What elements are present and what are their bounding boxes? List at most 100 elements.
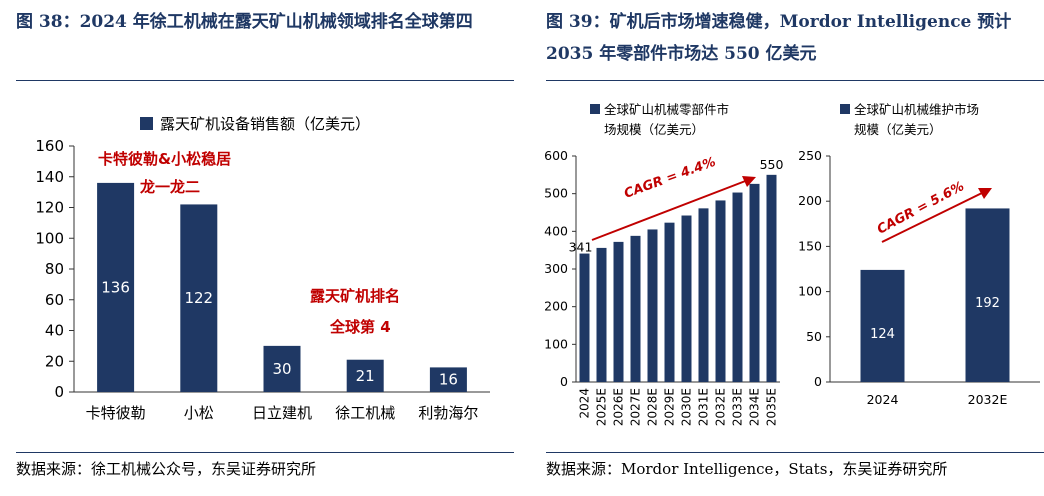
x-tick-label: 2027E — [629, 388, 643, 426]
right-title-rule — [546, 80, 1044, 81]
bar — [681, 215, 692, 382]
left-figure-title: 图 38：2024 年徐工机械在露天矿山机械领域排名全球第四 — [16, 12, 473, 32]
bar — [180, 204, 218, 392]
y-tick-label: 20 — [45, 352, 64, 370]
x-tick-label: 2033E — [731, 388, 745, 426]
annotation-text: 全球第 4 — [329, 318, 391, 336]
right-source-note: 数据来源：Mordor Intelligence，Stats，东吴证券研究所 — [546, 458, 947, 479]
legend-swatch — [140, 117, 153, 130]
x-tick-label: 徐工机械 — [335, 404, 395, 422]
bar-value-label: 550 — [760, 157, 784, 172]
bar — [630, 235, 641, 382]
legend-label: 全球矿山机械维护市场 — [854, 102, 979, 117]
bar — [965, 208, 1010, 382]
bar-value-label: 16 — [439, 371, 458, 389]
left-source-rule — [16, 452, 514, 453]
y-tick-label: 0 — [560, 374, 568, 389]
left-source-note: 数据来源：徐工机械公众号，东吴证券研究所 — [16, 460, 317, 478]
legend-label: 规模（亿美元） — [854, 122, 942, 137]
right-figure-title: 图 39：矿机后市场增速稳健，Mordor Intelligence 预计 20… — [546, 6, 1044, 70]
x-tick-label: 2032E — [968, 392, 1008, 407]
legend-swatch — [840, 104, 850, 114]
bar — [860, 269, 905, 382]
annotation-text: 露天矿机排名 — [310, 287, 400, 305]
annotation-text: 卡特彼勒&小松稳居 — [98, 150, 231, 168]
x-tick-label: 2030E — [680, 388, 694, 426]
cagr-arrow-head — [742, 176, 756, 187]
legend-label: 全球矿山机械零部件市 — [604, 102, 729, 117]
right-source-text: 数据来源：Mordor Intelligence，Stats，东吴证券研究所 — [546, 460, 948, 478]
y-tick-label: 120 — [35, 199, 64, 217]
chart-mining-equipment-sales: 露天矿机设备销售额（亿美元） 0 20 40 60 80 100 120 140 160 136 卡特… — [35, 115, 490, 422]
x-tick-label: 2024 — [578, 388, 592, 419]
x-tick-label: 卡特彼勒 — [86, 404, 146, 422]
x-tick-label: 小松 — [184, 404, 214, 422]
x-tick-label: 2035E — [765, 388, 779, 426]
bar-value-label: 192 — [975, 296, 1000, 311]
y-tick-label: 100 — [544, 336, 568, 351]
x-tick-label: 2029E — [663, 388, 677, 426]
x-tick-label: 2034E — [748, 388, 762, 426]
y-tick-label: 300 — [544, 261, 568, 276]
x-tick-label: 日立建机 — [252, 404, 312, 422]
y-tick-label: 140 — [35, 168, 64, 186]
left-figure-panel: 图 38：2024 年徐工机械在露天矿山机械领域排名全球第四 露天矿机设备销售额… — [0, 0, 514, 496]
x-tick-label: 利勃海尔 — [418, 404, 478, 422]
y-tick-label: 160 — [35, 137, 64, 155]
x-tick-label: 2031E — [697, 388, 711, 426]
y-tick-label: 100 — [798, 284, 822, 299]
bar-value-label: 124 — [870, 327, 895, 342]
y-tick-label: 200 — [544, 299, 568, 314]
y-tick-label: 0 — [54, 383, 64, 401]
x-tick-label: 2028E — [646, 388, 660, 426]
y-tick-label: 40 — [45, 322, 64, 340]
bar — [346, 359, 384, 392]
bar-value-label: 21 — [356, 367, 375, 385]
cagr-label: CAGR = 5.6% — [875, 179, 967, 237]
y-tick-label: 600 — [544, 148, 568, 163]
y-tick-label: 50 — [806, 329, 822, 344]
bar — [715, 200, 726, 382]
right-figure-title-text: 图 39：矿机后市场增速稳健，Mordor Intelligence 预计 20… — [546, 12, 1012, 64]
bar — [613, 241, 624, 382]
legend-label: 场规模（亿美元） — [604, 122, 704, 137]
bar — [596, 247, 607, 382]
bar — [766, 174, 777, 382]
bar — [664, 222, 675, 382]
bar-value-label: 341 — [569, 240, 593, 255]
bar — [647, 229, 658, 382]
bar-value-label: 136 — [101, 278, 130, 296]
legend-swatch — [590, 104, 600, 114]
cagr-arrow-line — [881, 191, 985, 243]
y-tick-label: 250 — [798, 148, 822, 163]
x-tick-label: 2026E — [612, 388, 626, 426]
bar — [698, 208, 709, 382]
cagr-label: CAGR = 4.4% — [622, 155, 718, 202]
right-source-rule — [546, 452, 1044, 453]
y-tick-label: 200 — [798, 193, 822, 208]
annotation-text: 龙一龙二 — [139, 178, 200, 196]
x-tick-label: 2024 — [867, 392, 899, 407]
x-tick-label: 2025E — [595, 388, 609, 426]
left-title-rule — [16, 80, 514, 81]
y-tick-label: 150 — [798, 238, 822, 253]
y-tick-label: 0 — [814, 374, 822, 389]
y-tick-label: 500 — [544, 186, 568, 201]
bar — [97, 182, 135, 392]
x-tick-label: 2032E — [714, 388, 728, 426]
bar-value-label: 30 — [272, 360, 291, 378]
y-tick-label: 100 — [35, 229, 64, 247]
bar — [429, 367, 467, 392]
legend-label: 露天矿机设备销售额（亿美元） — [160, 115, 370, 133]
bar-value-label: 122 — [184, 289, 213, 307]
bar — [579, 253, 590, 382]
right-figure-panel: 图 39：矿机后市场增速稳健，Mordor Intelligence 预计 20… — [530, 0, 1044, 496]
y-tick-label: 60 — [45, 291, 64, 309]
bar — [749, 183, 760, 382]
cagr-arrow-line — [591, 179, 749, 241]
y-tick-label: 80 — [45, 260, 64, 278]
bar — [263, 345, 301, 392]
bar — [732, 192, 743, 382]
